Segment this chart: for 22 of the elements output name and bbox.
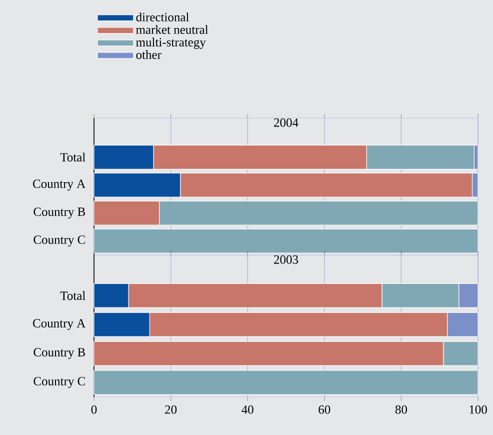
- chart-title: 2004: [274, 118, 298, 127]
- x-tick-label: 20: [165, 405, 177, 414]
- x-tick-label: 40: [242, 405, 254, 414]
- legend-label: multi-strategy: [136, 38, 206, 50]
- x-tick-label: 80: [395, 405, 407, 414]
- chart-title: 2003: [274, 255, 298, 264]
- y-tick-label: Country A: [33, 180, 86, 191]
- x-tick-label: 60: [318, 405, 330, 414]
- legend-label: other: [136, 50, 162, 59]
- legend-label: market neutral: [136, 25, 208, 34]
- x-tick-label: 100: [470, 405, 487, 414]
- x-tick-label: 0: [91, 405, 97, 414]
- legend-label: directional: [136, 12, 189, 22]
- bar: [94, 228, 478, 254]
- y-tick-label: Country B: [34, 348, 86, 360]
- y-tick-label: Country A: [33, 319, 86, 330]
- y-tick-label: Total: [60, 152, 86, 162]
- y-tick-label: Country B: [34, 208, 86, 219]
- y-tick-label: Country C: [34, 377, 85, 388]
- y-tick-label: Total: [60, 291, 86, 300]
- y-tick-label: Country C: [34, 236, 85, 247]
- bar: [94, 370, 478, 395]
